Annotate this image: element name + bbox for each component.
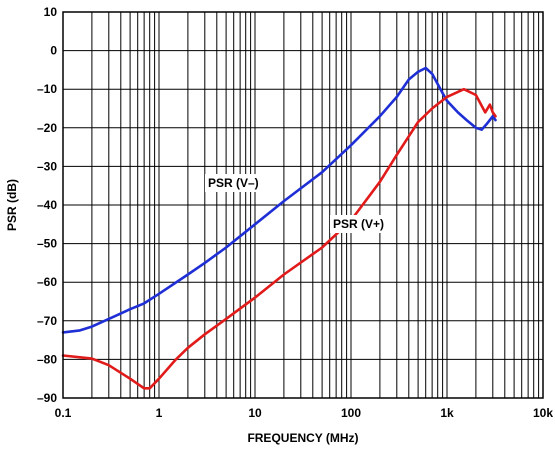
y-tick-label: 0 (50, 44, 57, 58)
x-tick-label: 0.1 (55, 406, 72, 420)
grid (63, 12, 543, 398)
y-tick-label: –30 (37, 159, 57, 173)
y-tick-label: –60 (37, 275, 57, 289)
y-tick-label: –10 (37, 82, 57, 96)
y-tick-label: –80 (37, 352, 57, 366)
x-axis-label: FREQUENCY (MHz) (247, 431, 358, 445)
y-tick-label: –50 (37, 237, 57, 251)
annotation-psr-v-minus: PSR (V–) (208, 176, 259, 190)
y-axis-label: PSR (dB) (5, 179, 19, 231)
x-tick-labels: 0.1 1 10 100 1k 10k (55, 406, 554, 420)
y-tick-label: 10 (44, 5, 58, 19)
series-line-psr-v-plus (61, 87, 497, 390)
x-tick-label: 10 (248, 406, 262, 420)
annotation-psr-v-plus: PSR (V+) (333, 217, 384, 231)
y-tick-label: –90 (37, 391, 57, 405)
y-tick-label: –20 (37, 121, 57, 135)
y-tick-label: –70 (37, 314, 57, 328)
x-tick-label: 1k (440, 406, 454, 420)
annotation-background (205, 174, 262, 192)
x-tick-label: 10k (533, 406, 553, 420)
y-tick-labels: 10 0 –10 –20 –30 –40 –50 –60 –70 –80 –90 (37, 5, 57, 405)
y-tick-label: –40 (37, 198, 57, 212)
annotation-background (330, 215, 388, 233)
x-tick-label: 100 (341, 406, 361, 420)
series-layer (61, 66, 497, 390)
plot-frame (62, 11, 544, 399)
x-tick-label: 1 (156, 406, 163, 420)
series-line-psr-v-minus (61, 66, 497, 334)
